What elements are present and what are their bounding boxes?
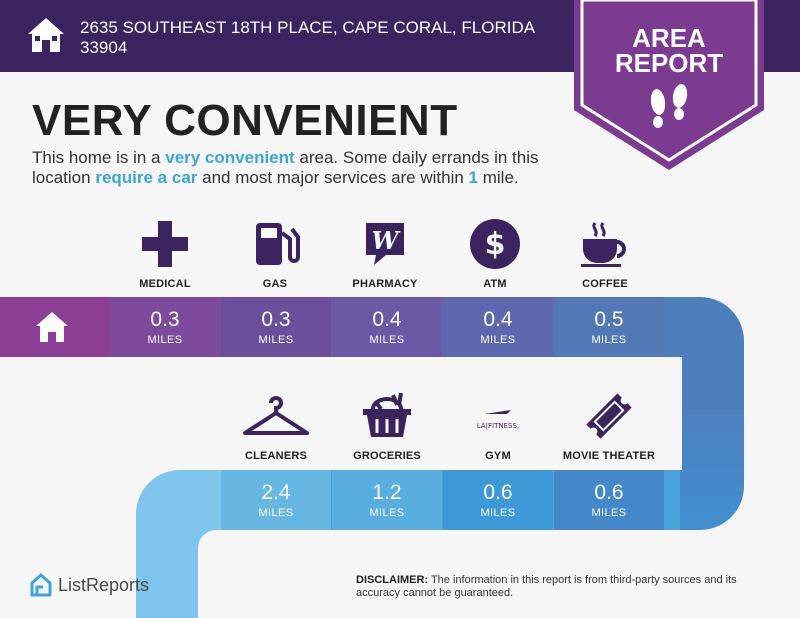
distance-unit: MILES	[147, 334, 183, 346]
coffee-cup-icon	[581, 222, 626, 267]
gas-pump-icon	[256, 223, 300, 265]
badge-title: AREA REPORT	[574, 23, 764, 78]
distance-cell-movie-theater: 0.6 MILES	[554, 470, 664, 530]
home-icon	[28, 18, 64, 52]
distance-value: 0.3	[150, 308, 180, 331]
svg-text:W: W	[372, 226, 401, 255]
distance-unit: MILES	[480, 334, 516, 346]
amenity-atm: $ ATM	[440, 216, 550, 290]
address-text: 2635 SOUTHEAST 18TH PLACE, CAPE CORAL, F…	[80, 18, 535, 57]
svg-text:LA|FITNESS.: LA|FITNESS.	[477, 422, 519, 430]
medical-cross-icon	[142, 221, 188, 267]
distance-value: 2.4	[261, 481, 291, 504]
distance-unit: MILES	[258, 334, 294, 346]
distance-unit: MILES	[369, 507, 405, 519]
headline: VERY CONVENIENT	[32, 96, 458, 145]
disclaimer-label: DISCLAIMER:	[356, 574, 429, 586]
distance-cell-gym: 0.6 MILES	[443, 470, 553, 530]
amenity-gas: GAS	[220, 216, 330, 290]
amenity-cleaners: CLEANERS	[221, 388, 331, 462]
logo-text: ListReports	[58, 574, 150, 595]
distance-value: 0.3	[261, 308, 291, 331]
home-icon	[36, 312, 68, 342]
distance-value: 1.2	[372, 481, 402, 504]
amenity-gym: LA|FITNESS. GYM	[443, 388, 553, 462]
pharmacy-icon: W	[366, 223, 404, 265]
svg-text:$: $	[485, 227, 506, 262]
amenity-label: COFFEE	[582, 278, 628, 290]
distance-cell-atm: 0.4 MILES	[443, 297, 553, 357]
dollar-icon: $	[470, 219, 520, 269]
badge-line-1: AREA	[632, 23, 706, 53]
description-text: This home is in a very convenient area. …	[32, 148, 539, 187]
distance-unit: MILES	[591, 507, 627, 519]
distance-value: 0.4	[372, 308, 402, 331]
amenity-label: GROCERIES	[353, 450, 421, 462]
distance-value: 0.4	[483, 308, 513, 331]
distance-unit: MILES	[258, 507, 294, 519]
listreports-logo[interactable]: ListReports	[30, 572, 149, 598]
listreports-logo-icon	[30, 573, 52, 597]
amenity-label: GAS	[262, 278, 288, 290]
distance-value: 0.6	[594, 481, 624, 504]
amenity-movie-theater: MOVIE THEATER	[554, 388, 664, 462]
amenity-groceries: GROCERIES	[332, 388, 442, 462]
amenity-pharmacy: W PHARMACY	[330, 216, 440, 290]
footprints-icon	[650, 84, 688, 128]
amenity-coffee: COFFEE	[550, 216, 660, 290]
amenity-medical: MEDICAL	[110, 216, 220, 290]
amenity-label: ATM	[483, 278, 507, 290]
badge-line-2: REPORT	[614, 48, 724, 78]
movie-ticket-icon	[586, 393, 632, 439]
distance-cell-groceries: 1.2 MILES	[332, 470, 442, 530]
disclaimer: DISCLAIMER: The information in this repo…	[356, 574, 776, 600]
amenity-label: MOVIE THEATER	[562, 450, 656, 462]
distance-value: 0.6	[483, 481, 513, 504]
distance-cell-cleaners: 2.4 MILES	[221, 470, 331, 530]
amenity-label: MEDICAL	[139, 278, 191, 290]
distance-value: 0.5	[594, 308, 624, 331]
distance-cell-medical: 0.3 MILES	[110, 297, 220, 357]
area-report-badge	[574, 0, 764, 170]
distance-cell-coffee: 0.5 MILES	[554, 297, 664, 357]
hanger-icon	[243, 396, 309, 435]
amenity-label: CLEANERS	[244, 450, 308, 462]
distance-cell-pharmacy: 0.4 MILES	[332, 297, 442, 357]
distance-unit: MILES	[480, 507, 516, 519]
distance-unit: MILES	[369, 334, 405, 346]
la-fitness-logo: LA|FITNESS.	[477, 410, 519, 430]
distance-unit: MILES	[591, 334, 627, 346]
amenity-label: GYM	[485, 450, 511, 462]
grocery-basket-icon	[363, 392, 411, 437]
disclaimer-text: The information in this report is from t…	[356, 574, 737, 599]
amenity-label: PHARMACY	[352, 278, 418, 290]
distance-cell-gas: 0.3 MILES	[221, 297, 331, 357]
